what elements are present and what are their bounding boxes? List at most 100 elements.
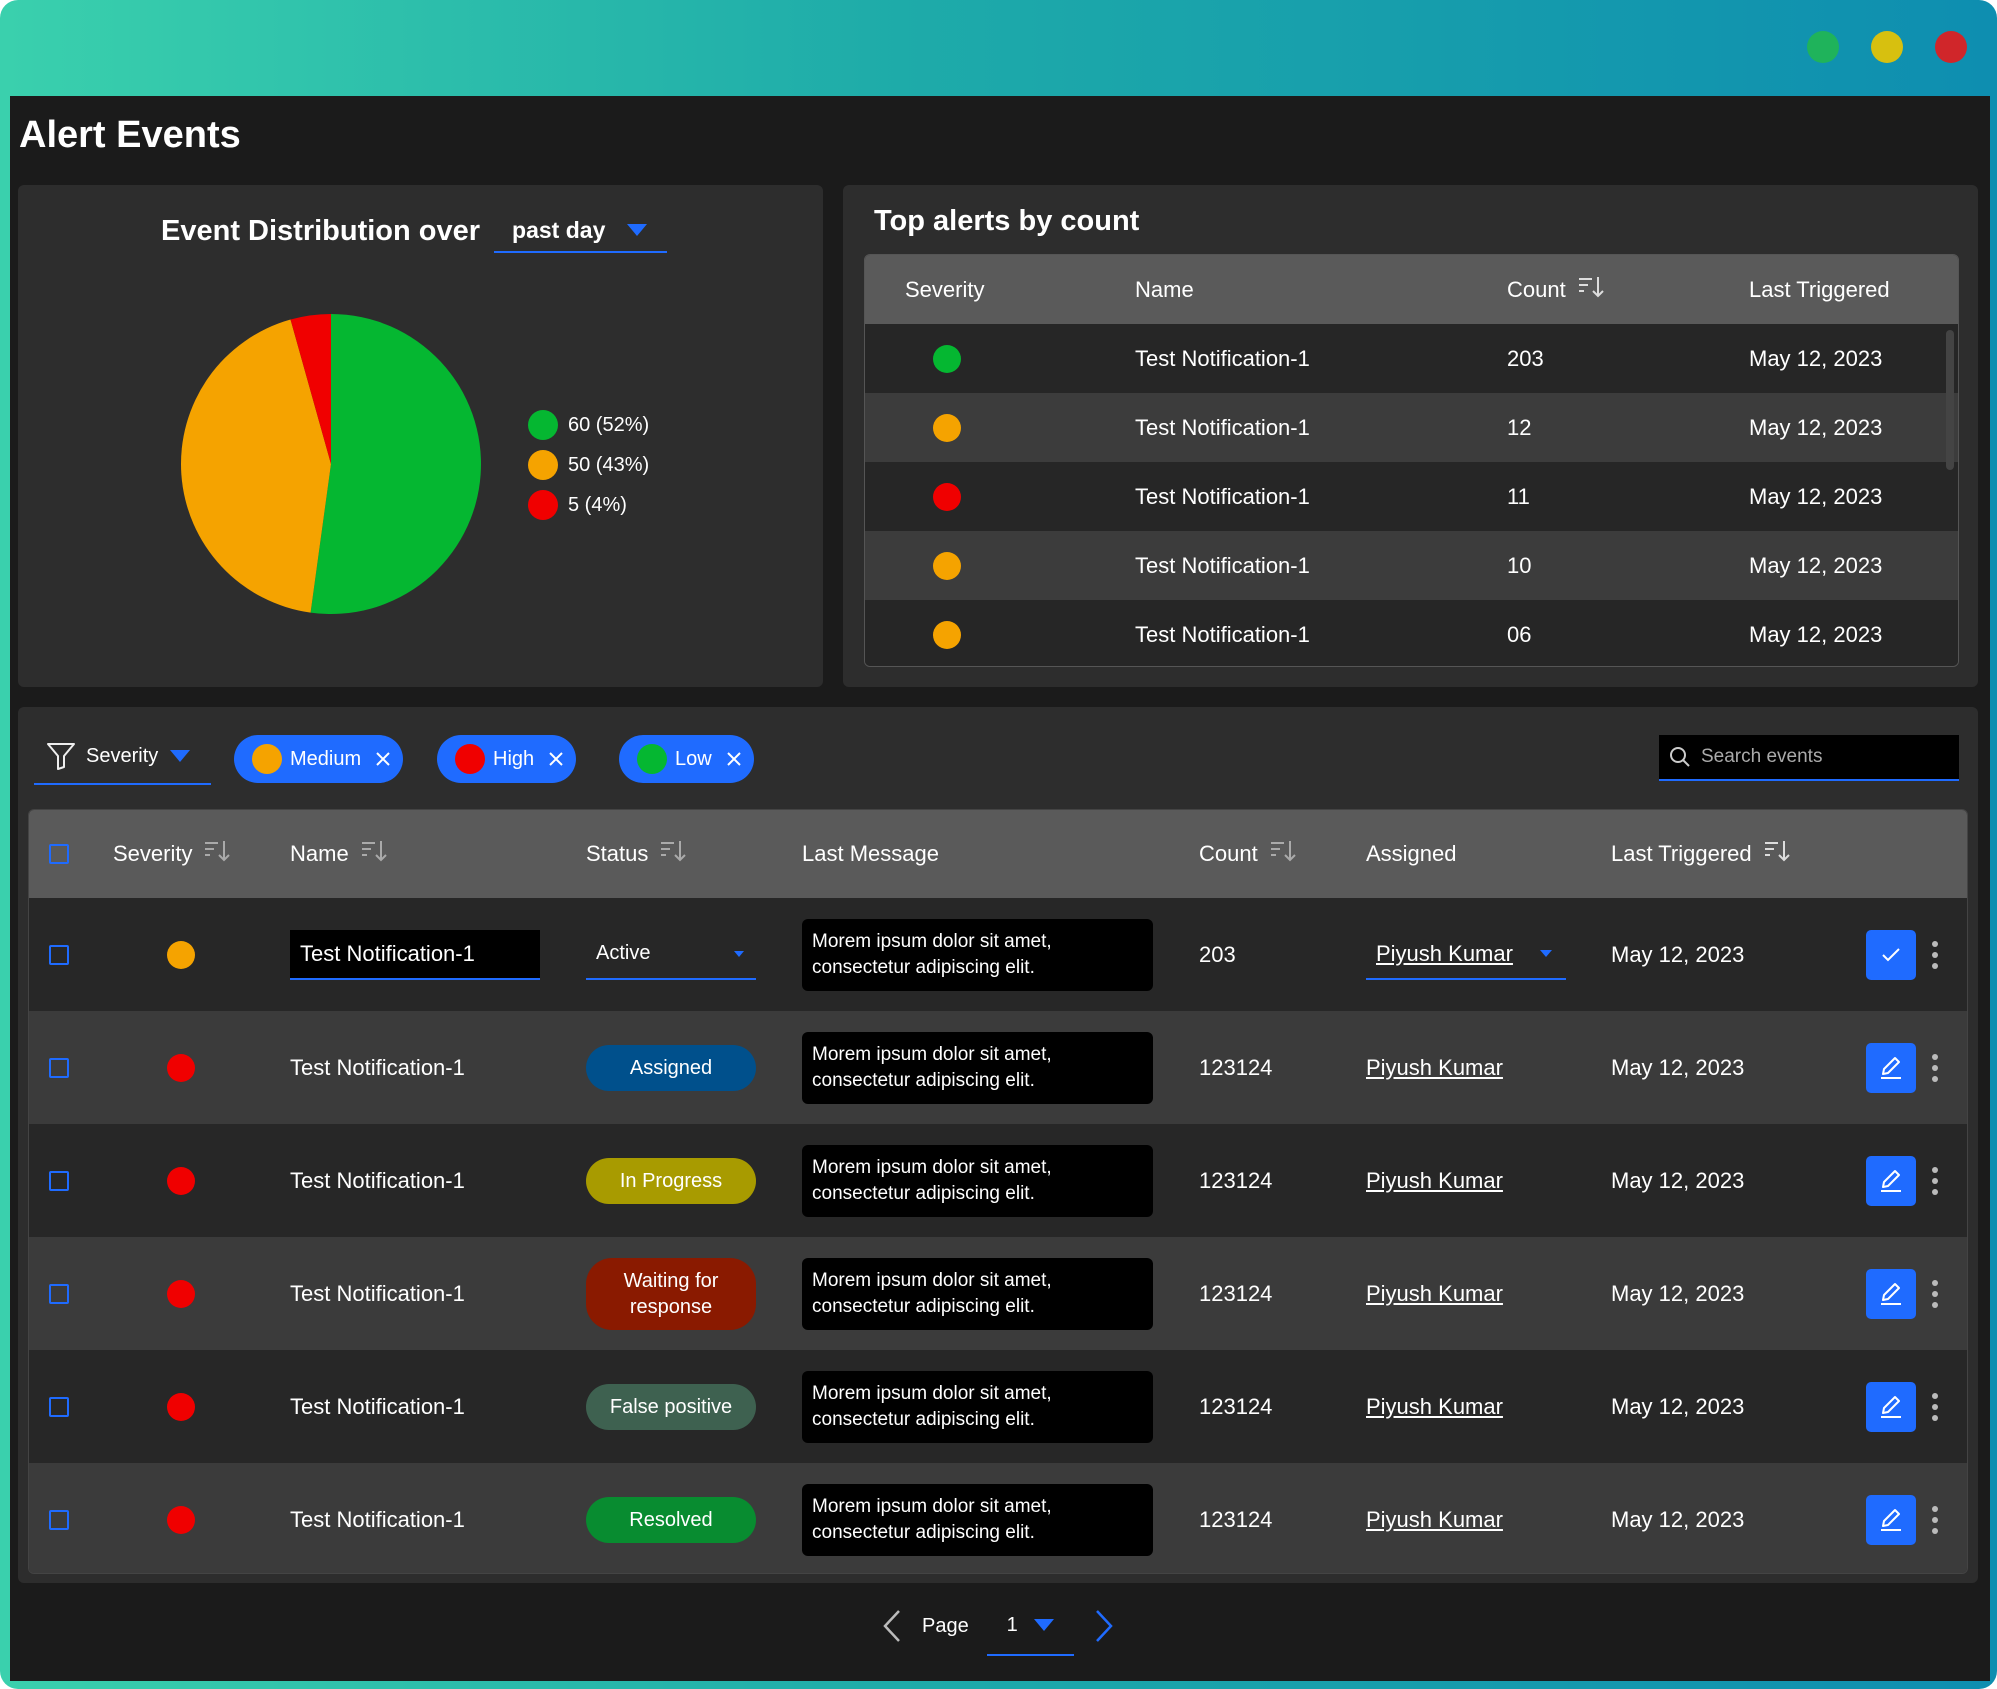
- name-input[interactable]: Test Notification-1: [290, 929, 540, 980]
- prev-page-button[interactable]: [882, 1609, 902, 1643]
- sort-icon[interactable]: [361, 840, 387, 868]
- severity-filter-dropdown[interactable]: Severity: [34, 729, 211, 785]
- last-triggered: May 12, 2023: [1611, 1167, 1745, 1193]
- col-assigned: Assigned: [1366, 841, 1457, 866]
- pencil-icon: [1878, 1394, 1904, 1420]
- severity-filter-label: Severity: [86, 744, 159, 767]
- close-icon[interactable]: [548, 751, 564, 767]
- assignee-link[interactable]: Piyush Kumar: [1366, 1167, 1503, 1193]
- edit-button[interactable]: [1866, 1494, 1916, 1545]
- more-options-icon[interactable]: [1925, 1387, 1945, 1427]
- assignee-select[interactable]: Piyush Kumar: [1366, 930, 1566, 980]
- row-checkbox[interactable]: [49, 1509, 69, 1530]
- filter-chip-medium[interactable]: Medium: [234, 735, 404, 783]
- assigned-cell: Piyush Kumar: [1366, 1350, 1503, 1463]
- row-checkbox[interactable]: [49, 1396, 69, 1417]
- more-options-icon[interactable]: [1925, 1274, 1945, 1314]
- col-count[interactable]: Count: [1199, 810, 1296, 898]
- select-cell: [49, 1350, 69, 1463]
- col-severity[interactable]: Severity: [113, 810, 231, 898]
- table-header: Severity Name Status Last Message Count: [29, 810, 1967, 898]
- name-cell: Test Notification-1: [290, 1124, 465, 1237]
- status-cell: In Progress: [586, 1124, 756, 1237]
- filter-chip-low[interactable]: Low: [619, 735, 754, 783]
- edit-button[interactable]: [1866, 1381, 1916, 1432]
- assignee-link[interactable]: Piyush Kumar: [1366, 1054, 1503, 1080]
- close-button[interactable]: [1935, 31, 1967, 63]
- more-options-icon[interactable]: [1925, 1500, 1945, 1540]
- col-severity-label: Severity: [113, 841, 193, 866]
- close-icon[interactable]: [726, 751, 742, 767]
- confirm-button[interactable]: [1866, 929, 1916, 980]
- close-icon[interactable]: [375, 751, 391, 767]
- edit-button[interactable]: [1866, 1042, 1916, 1093]
- status-badge[interactable]: Resolved: [586, 1496, 756, 1543]
- assigned-cell: Piyush Kumar: [1366, 1124, 1503, 1237]
- status-select[interactable]: Active: [586, 930, 756, 980]
- col-name[interactable]: Name: [290, 810, 387, 898]
- assignee-link[interactable]: Piyush Kumar: [1366, 1506, 1503, 1532]
- next-page-button[interactable]: [1094, 1609, 1114, 1643]
- time-range-select[interactable]: past day: [494, 209, 668, 253]
- assignee-link[interactable]: Piyush Kumar: [1366, 1393, 1503, 1419]
- severity-cell: [933, 393, 961, 462]
- alert-last-triggered: May 12, 2023: [1749, 552, 1883, 578]
- message-cell: Morem ipsum dolor sit amet, consectetur …: [802, 1350, 1153, 1463]
- status-cell: Resolved: [586, 1463, 756, 1573]
- search-box[interactable]: [1659, 735, 1959, 781]
- legend-label: 5 (4%): [568, 493, 627, 516]
- actions-cell: [1866, 1463, 1916, 1573]
- top-alerts-title: Top alerts by count: [874, 205, 1140, 237]
- assignee-link[interactable]: Piyush Kumar: [1366, 1280, 1503, 1306]
- assigned-cell: Piyush Kumar: [1366, 898, 1566, 1011]
- event-count: 123124: [1199, 1393, 1273, 1419]
- col-count[interactable]: Count: [1507, 255, 1604, 324]
- filter-chip-high[interactable]: High: [437, 735, 577, 783]
- events-body: Test Notification-1 Active Morem ipsum dol…: [29, 898, 1967, 1573]
- select-cell: [49, 1124, 69, 1237]
- sort-icon[interactable]: [1270, 840, 1296, 868]
- status-badge[interactable]: Waiting for response: [586, 1257, 756, 1330]
- legend-swatch: [528, 490, 558, 520]
- status-badge[interactable]: False positive: [586, 1383, 756, 1430]
- sort-icon[interactable]: [1578, 276, 1604, 304]
- col-name-label: Name: [290, 841, 349, 866]
- edit-button[interactable]: [1866, 1155, 1916, 1206]
- sort-icon[interactable]: [660, 840, 687, 868]
- table-row: Test Notification-1 10 May 12, 2023: [865, 531, 1958, 600]
- select-cell: [49, 1237, 69, 1350]
- row-checkbox[interactable]: [49, 944, 69, 965]
- scrollbar[interactable]: [1946, 330, 1954, 470]
- edit-button[interactable]: [1866, 1268, 1916, 1319]
- check-icon: [1879, 943, 1903, 967]
- legend-label: 50 (43%): [568, 453, 650, 476]
- actions-cell: [1866, 1011, 1916, 1124]
- select-all-checkbox[interactable]: [49, 844, 69, 864]
- filter-chip-label: Medium: [290, 747, 362, 770]
- more-options-icon[interactable]: [1925, 1048, 1945, 1088]
- more-options-icon[interactable]: [1925, 1161, 1945, 1201]
- severity-cell: [167, 1237, 195, 1350]
- more-cell: [1925, 1463, 1945, 1573]
- col-status[interactable]: Status: [586, 810, 687, 898]
- page-select[interactable]: 1: [986, 1596, 1074, 1656]
- minimize-button[interactable]: [1871, 31, 1903, 63]
- message-cell: Morem ipsum dolor sit amet, consectetur …: [802, 1237, 1153, 1350]
- status-badge[interactable]: In Progress: [586, 1157, 756, 1204]
- search-input[interactable]: [1701, 746, 1941, 768]
- name-cell: Test Notification-1: [290, 1463, 465, 1573]
- last-message: Morem ipsum dolor sit amet, consectetur …: [802, 1370, 1153, 1443]
- status-badge[interactable]: Assigned: [586, 1044, 756, 1091]
- row-checkbox[interactable]: [49, 1170, 69, 1191]
- maximize-button[interactable]: [1807, 31, 1839, 63]
- sort-icon[interactable]: [204, 840, 231, 868]
- more-options-icon[interactable]: [1925, 935, 1945, 975]
- severity-indicator: [167, 1166, 195, 1195]
- name-cell: Test Notification-1: [290, 1350, 465, 1463]
- sort-icon[interactable]: [1764, 840, 1790, 868]
- row-checkbox[interactable]: [49, 1283, 69, 1304]
- severity-indicator: [167, 1279, 195, 1308]
- row-checkbox[interactable]: [49, 1057, 69, 1078]
- col-last-triggered[interactable]: Last Triggered: [1611, 810, 1790, 898]
